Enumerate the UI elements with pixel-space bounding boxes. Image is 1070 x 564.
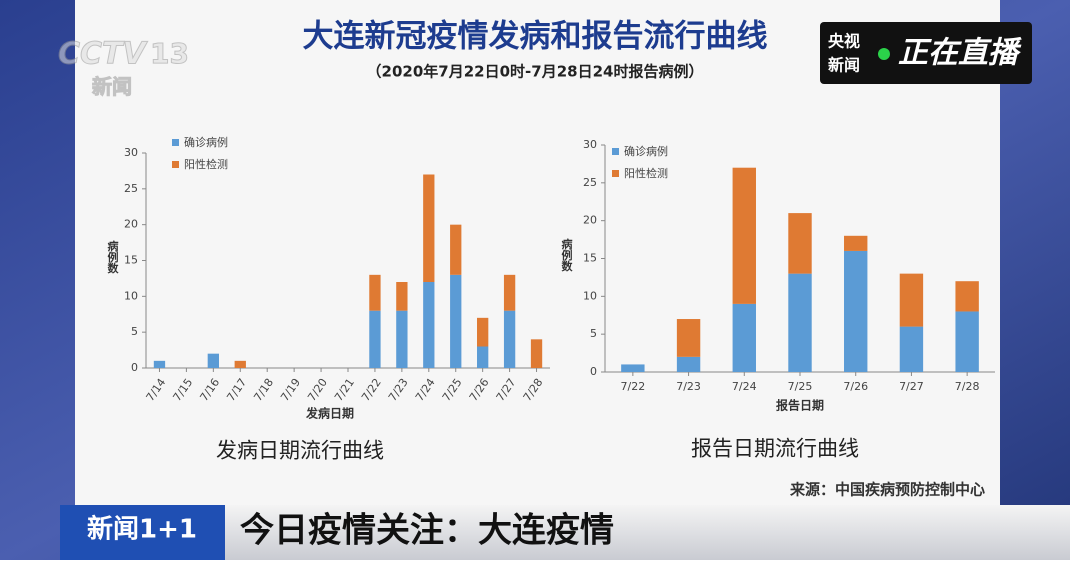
bar: [732, 303, 756, 372]
y-tick-label: 20: [583, 214, 597, 227]
show-name: 新闻1+1: [87, 514, 197, 545]
bar: [899, 326, 924, 372]
bar: [844, 235, 868, 251]
channel-number: 13: [150, 37, 189, 70]
badge-brand: 新闻: [828, 56, 860, 75]
channel-logo: CCTV 13 新闻: [58, 36, 190, 99]
channel-name: CCTV: [58, 37, 148, 72]
y-tick-label: 25: [124, 182, 138, 195]
y-tick-label: 25: [583, 176, 597, 189]
x-tick-label: 7/23: [676, 380, 701, 393]
chart-caption: 报告日期流行曲线: [691, 437, 859, 461]
bar: [844, 250, 868, 372]
bar: [503, 310, 516, 368]
y-tick-label: 15: [124, 254, 138, 267]
bar: [676, 356, 701, 372]
bar: [955, 281, 979, 312]
live-badge: 央视 新闻 正在直播: [820, 22, 1032, 84]
channel-sub: 新闻: [92, 75, 132, 99]
bar: [369, 310, 381, 368]
legend-label: 确诊病例: [184, 135, 228, 149]
y-tick-label: 0: [131, 361, 138, 374]
legend-swatch: [612, 170, 619, 177]
x-tick-label: 7/24: [732, 380, 757, 393]
bar: [503, 274, 516, 311]
legend-swatch: [612, 148, 619, 155]
bar: [396, 282, 408, 311]
source: 来源：中国疾病预防控制中心: [789, 481, 985, 499]
bar: [955, 311, 979, 372]
badge-bg: [820, 22, 1032, 84]
legend-label: 阳性检测: [624, 166, 668, 180]
bar: [207, 353, 219, 368]
y-tick-label: 30: [583, 138, 597, 151]
y-axis-label: 病例数: [560, 237, 573, 272]
bar: [621, 364, 645, 372]
bar: [423, 174, 435, 282]
x-tick-label: 7/28: [955, 380, 980, 393]
y-tick-label: 5: [131, 325, 138, 338]
legend-label: 阳性检测: [184, 157, 228, 171]
badge-status: 正在直播: [898, 36, 1022, 71]
chart-caption: 发病日期流行曲线: [216, 439, 384, 463]
bar: [732, 167, 756, 304]
bar: [234, 360, 246, 368]
y-tick-label: 15: [583, 252, 597, 265]
bar: [477, 346, 489, 368]
y-tick-label: 10: [124, 289, 138, 302]
y-tick-label: 10: [583, 289, 597, 302]
y-axis-label: 病例数: [106, 239, 119, 274]
bar: [530, 339, 543, 368]
title: 大连新冠疫情发病和报告流行曲线: [303, 19, 768, 55]
legend-swatch: [172, 161, 179, 168]
bar: [450, 224, 462, 275]
bar: [396, 310, 408, 368]
y-tick-label: 0: [590, 365, 597, 378]
x-tick-label: 7/22: [621, 380, 646, 393]
y-tick-label: 5: [590, 327, 597, 340]
x-axis-label: 报告日期: [776, 398, 824, 413]
badge-brand: 央视: [828, 32, 860, 51]
bar: [899, 273, 924, 327]
x-axis-label: 发病日期: [305, 406, 354, 421]
bar: [450, 274, 462, 368]
legend-label: 确诊病例: [624, 144, 668, 158]
bar: [369, 274, 381, 311]
live-dot: [878, 48, 890, 60]
show-box: [60, 505, 225, 560]
x-tick-label: 7/25: [788, 380, 813, 393]
bar: [423, 282, 435, 368]
x-tick-label: 7/26: [843, 380, 868, 393]
bar: [477, 317, 489, 347]
banner: [60, 505, 1070, 560]
subtitle: （2020年7月22日0时-7月28日24时报告病例）: [367, 63, 704, 81]
bar: [153, 360, 166, 368]
y-tick-label: 30: [124, 146, 138, 159]
x-tick-label: 7/27: [899, 380, 924, 393]
bar: [788, 213, 812, 274]
bar: [676, 319, 701, 357]
bar: [788, 273, 812, 372]
y-tick-label: 20: [124, 218, 138, 231]
headline: 今日疫情关注：大连疫情: [240, 511, 614, 551]
legend-swatch: [172, 139, 179, 146]
